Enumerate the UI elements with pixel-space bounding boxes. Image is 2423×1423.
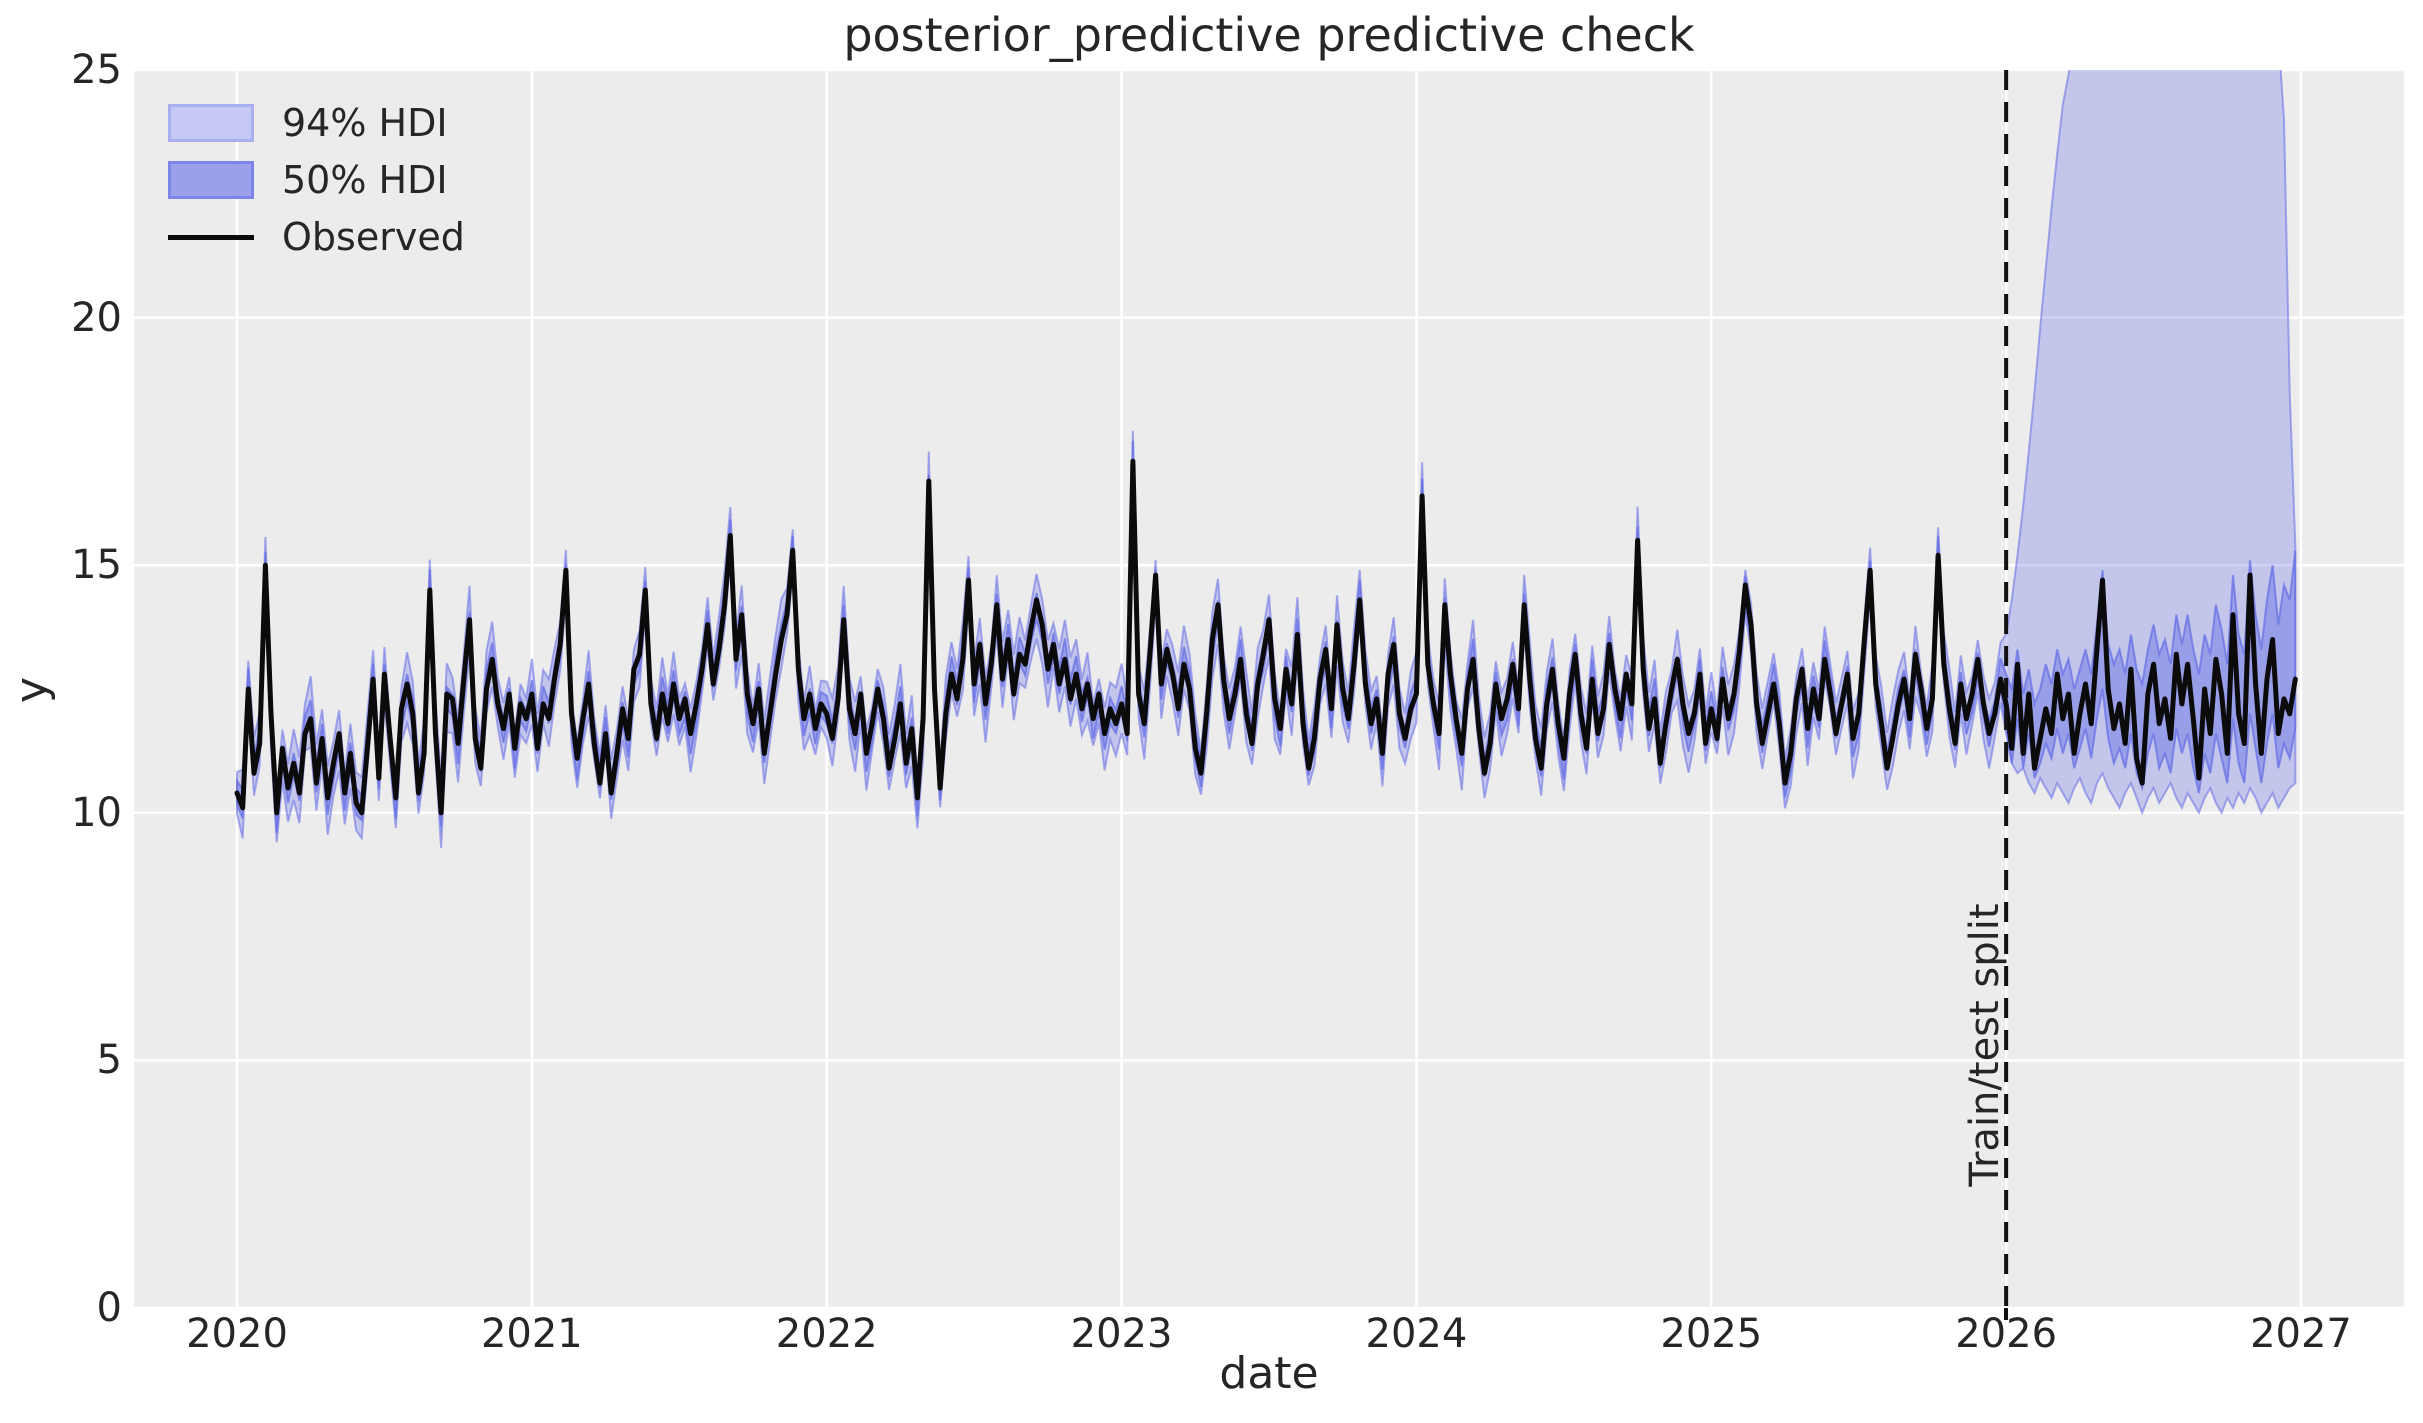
legend-label-observed: Observed xyxy=(282,215,465,259)
legend-label-94-hdi: 94% HDI xyxy=(282,101,448,145)
x-tick-label-2022: 2022 xyxy=(775,1311,878,1357)
legend-item-observed: Observed xyxy=(168,215,465,259)
y-tick-label-10: 10 xyxy=(71,789,122,836)
split-line-axis-tick xyxy=(2004,1308,2009,1320)
train-test-split-label: Train/test split xyxy=(1962,903,2008,1187)
x-tick-label-2021: 2021 xyxy=(480,1311,583,1357)
chart-svg: Train/test split xyxy=(134,70,2404,1308)
legend: 94% HDI 50% HDI Observed xyxy=(168,101,465,259)
legend-item-94-hdi: 94% HDI xyxy=(168,101,465,145)
chart-title: posterior_predictive predictive check xyxy=(843,8,1695,62)
y-tick-label-25: 25 xyxy=(71,47,122,93)
x-tick-label-2023: 2023 xyxy=(1070,1311,1173,1357)
plot-area: Train/test split xyxy=(134,70,2404,1308)
observed-line-swatch-icon xyxy=(168,234,254,240)
legend-label-50-hdi: 50% HDI xyxy=(282,158,448,202)
x-tick-label-2025: 2025 xyxy=(1660,1311,1763,1357)
y-tick-label-0: 0 xyxy=(96,1285,122,1331)
y-tick-label-15: 15 xyxy=(71,542,122,589)
hdi-94-swatch-icon xyxy=(168,104,254,142)
observed-line xyxy=(234,458,2298,816)
y-tick-label-5: 5 xyxy=(96,1037,122,1084)
hdi-50-swatch-icon xyxy=(168,161,254,199)
y-axis-label: y xyxy=(6,676,57,704)
x-axis-label: date xyxy=(1219,1348,1319,1399)
x-tick-label-2027: 2027 xyxy=(2250,1311,2352,1357)
x-tick-label-2024: 2024 xyxy=(1365,1311,1468,1357)
legend-item-50-hdi: 50% HDI xyxy=(168,158,465,202)
y-tick-label-20: 20 xyxy=(71,294,122,341)
x-tick-label-2020: 2020 xyxy=(186,1311,288,1357)
